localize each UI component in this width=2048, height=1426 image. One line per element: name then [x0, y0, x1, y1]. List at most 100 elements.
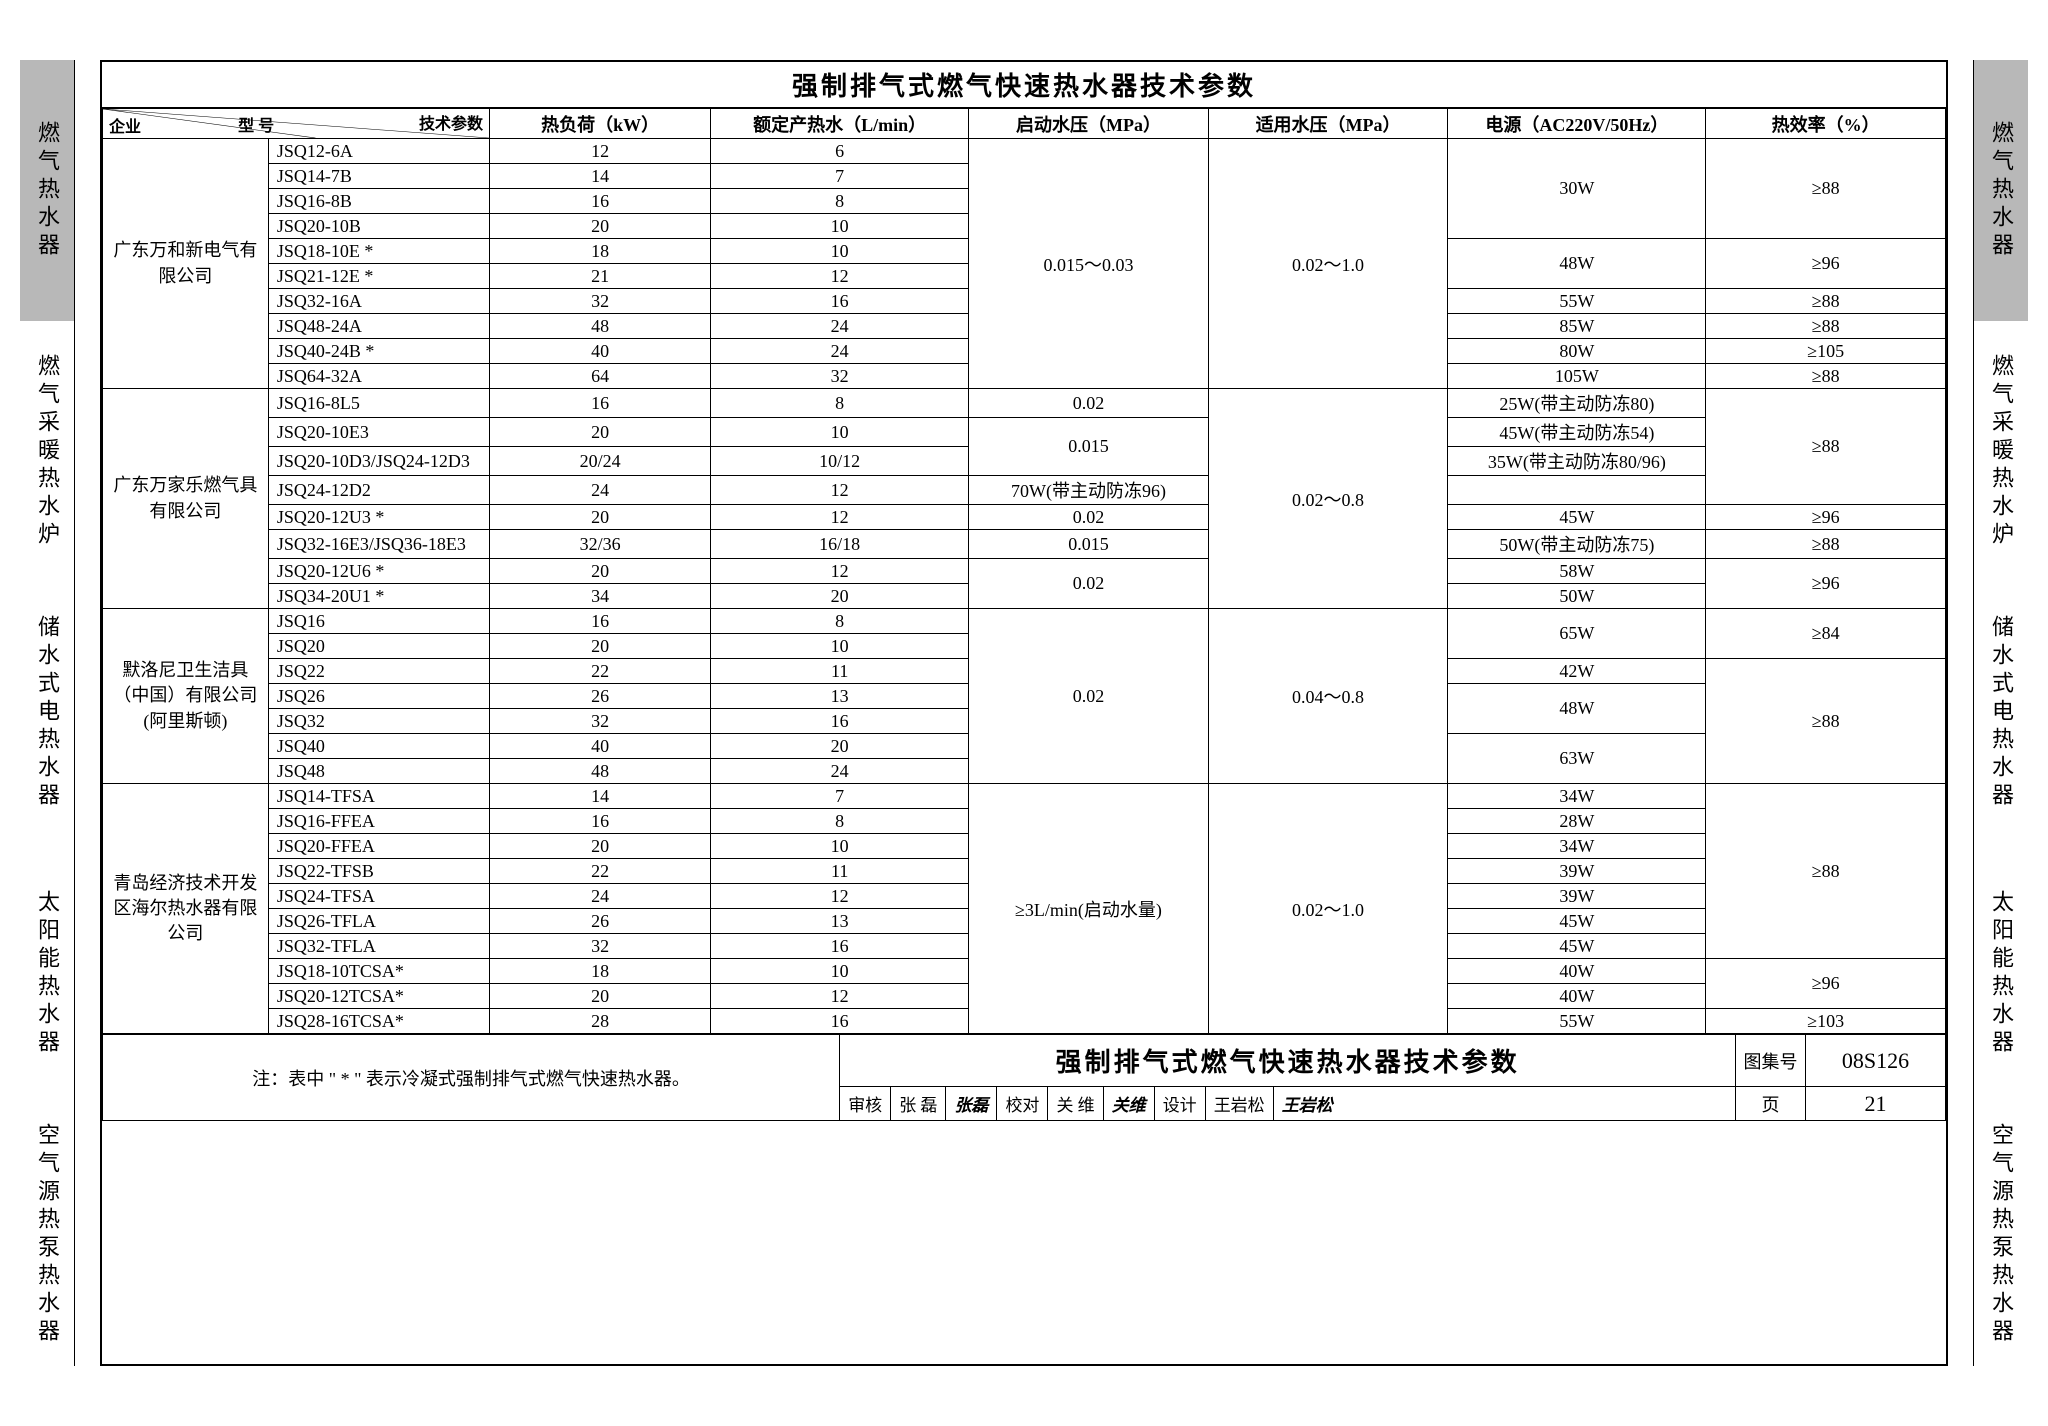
power-cell: 45W(带主动防冻54)	[1448, 418, 1706, 447]
lmin-cell: 24	[711, 339, 969, 364]
power-cell: 35W(带主动防冻80/96)	[1448, 447, 1706, 476]
model-cell: JSQ20-12U3 *	[268, 505, 489, 530]
side-tab-3[interactable]: 太阳能热水器	[20, 844, 75, 1105]
lmin-cell: 6	[711, 139, 969, 164]
apply-cell: 0.02～1.0	[1208, 784, 1448, 1034]
power-cell: 63W	[1448, 734, 1706, 784]
power-cell: 45W	[1448, 909, 1706, 934]
model-cell: JSQ64-32A	[268, 364, 489, 389]
start-cell: 0.02	[969, 609, 1209, 784]
model-cell: JSQ20	[268, 634, 489, 659]
eff-cell: ≥84	[1706, 609, 1946, 659]
model-cell: JSQ40	[268, 734, 489, 759]
kw-cell: 18	[490, 239, 711, 264]
kw-cell: 20	[490, 418, 711, 447]
model-cell: JSQ14-TFSA	[268, 784, 489, 809]
company-cell: 广东万和新电气有限公司	[103, 139, 269, 389]
lmin-cell: 8	[711, 389, 969, 418]
power-cell: 58W	[1448, 559, 1706, 584]
kw-cell: 48	[490, 759, 711, 784]
model-cell: JSQ48	[268, 759, 489, 784]
eff-cell: ≥88	[1706, 289, 1946, 314]
code-val-0: 08S126	[1806, 1035, 1946, 1087]
lmin-cell: 13	[711, 684, 969, 709]
power-cell: 48W	[1448, 239, 1706, 289]
kw-cell: 16	[490, 389, 711, 418]
model-cell: JSQ20-12TCSA*	[268, 984, 489, 1009]
col-header-3: 适用水压（MPa）	[1208, 109, 1448, 139]
sign-signature: 王岩松	[1274, 1087, 1341, 1120]
model-cell: JSQ12-6A	[268, 139, 489, 164]
power-cell: 48W	[1448, 684, 1706, 734]
lmin-cell: 10	[711, 214, 969, 239]
start-cell: 0.02	[969, 559, 1209, 609]
code-label-1: 页	[1736, 1087, 1806, 1121]
lmin-cell: 16	[711, 1009, 969, 1034]
lmin-cell: 10	[711, 239, 969, 264]
kw-cell: 20	[490, 634, 711, 659]
spec-table: 技术参数 型 号 企业热负荷（kW）额定产热水（L/min）启动水压（MPa）适…	[102, 108, 1946, 1034]
table-row: 广东万家乐燃气具有限公司JSQ16-8L51680.020.02～0.825W(…	[103, 389, 1946, 418]
model-cell: JSQ22-TFSB	[268, 859, 489, 884]
power-cell: 65W	[1448, 609, 1706, 659]
start-cell: 0.015～0.03	[969, 139, 1209, 389]
side-tab-4[interactable]: 空气源热泵热水器	[1973, 1105, 2028, 1366]
kw-cell: 32	[490, 709, 711, 734]
model-cell: JSQ24-12D2	[268, 476, 489, 505]
eff-cell: ≥105	[1706, 339, 1946, 364]
power-cell: 28W	[1448, 809, 1706, 834]
side-tab-4[interactable]: 空气源热泵热水器	[20, 1105, 75, 1366]
power-cell: 50W	[1448, 584, 1706, 609]
side-tab-1[interactable]: 燃气采暖热水炉	[1973, 321, 2028, 582]
footer-subtitle-text: 强制排气式燃气快速热水器技术参数	[1056, 1048, 1520, 1077]
header-diag: 技术参数 型 号 企业	[103, 109, 490, 139]
side-tab-0[interactable]: 燃气热水器	[1973, 60, 2028, 321]
sign-name: 张 磊	[891, 1087, 946, 1120]
model-cell: JSQ48-24A	[268, 314, 489, 339]
model-cell: JSQ16-8L5	[268, 389, 489, 418]
table-row: 广东万和新电气有限公司JSQ12-6A1260.015～0.030.02～1.0…	[103, 139, 1946, 164]
model-cell: JSQ26	[268, 684, 489, 709]
model-cell: JSQ21-12E *	[268, 264, 489, 289]
side-tab-2[interactable]: 储水式电热水器	[1973, 582, 2028, 843]
col-header-1: 额定产热水（L/min）	[711, 109, 969, 139]
eff-cell: ≥88	[1706, 530, 1946, 559]
table-row: JSQ20-10E320100.01545W(带主动防冻54)	[103, 418, 1946, 447]
power-cell: 55W	[1448, 1009, 1706, 1034]
model-cell: JSQ18-10E *	[268, 239, 489, 264]
kw-cell: 64	[490, 364, 711, 389]
table-row: JSQ24-12D2241270W(带主动防冻96)	[103, 476, 1946, 505]
kw-cell: 32	[490, 934, 711, 959]
lmin-cell: 32	[711, 364, 969, 389]
side-tab-1[interactable]: 燃气采暖热水炉	[20, 321, 75, 582]
power-cell: 34W	[1448, 834, 1706, 859]
side-tab-3[interactable]: 太阳能热水器	[1973, 844, 2028, 1105]
model-cell: JSQ16	[268, 609, 489, 634]
kw-cell: 24	[490, 884, 711, 909]
footer-table: 注：表中 " * " 表示冷凝式强制排气式燃气快速热水器。 强制排气式燃气快速热…	[102, 1034, 1946, 1121]
lmin-cell: 16	[711, 709, 969, 734]
model-cell: JSQ20-12U6 *	[268, 559, 489, 584]
kw-cell: 24	[490, 476, 711, 505]
apply-cell: 0.02～1.0	[1208, 139, 1448, 389]
lmin-cell: 8	[711, 809, 969, 834]
model-cell: JSQ40-24B *	[268, 339, 489, 364]
power-cell: 34W	[1448, 784, 1706, 809]
power-cell: 39W	[1448, 884, 1706, 909]
sign-signature: 张磊	[946, 1087, 997, 1120]
model-cell: JSQ14-7B	[268, 164, 489, 189]
eff-cell: ≥96	[1706, 505, 1946, 530]
side-tab-2[interactable]: 储水式电热水器	[20, 582, 75, 843]
start-cell: 0.02	[969, 505, 1209, 530]
company-cell: 默洛尼卫生洁具（中国）有限公司(阿里斯顿)	[103, 609, 269, 784]
power-cell: 55W	[1448, 289, 1706, 314]
kw-cell: 26	[490, 684, 711, 709]
side-tab-0[interactable]: 燃气热水器	[20, 60, 75, 321]
apply-cell: 0.02～0.8	[1208, 389, 1448, 609]
kw-cell: 20	[490, 505, 711, 530]
model-cell: JSQ32	[268, 709, 489, 734]
sign-name: 王岩松	[1206, 1087, 1274, 1120]
lmin-cell: 16	[711, 289, 969, 314]
code-val-1: 21	[1806, 1087, 1946, 1121]
lmin-cell: 16	[711, 934, 969, 959]
